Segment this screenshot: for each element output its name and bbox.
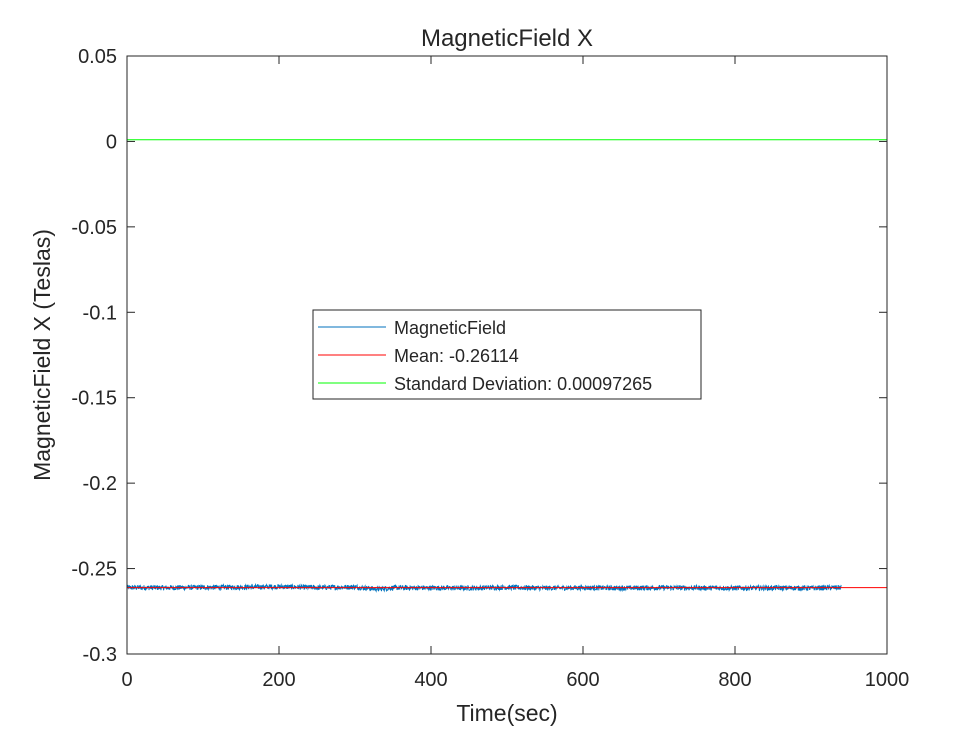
y-tick-label: 0 [106, 131, 117, 153]
legend-label: Standard Deviation: 0.00097265 [394, 374, 652, 394]
y-tick-label: -0.15 [71, 388, 117, 410]
x-tick-label: 800 [718, 669, 751, 691]
legend: MagneticField Mean: -0.26114 Standard Devi… [312, 309, 702, 400]
legend-label: MagneticField [394, 318, 506, 338]
plot-lines [126, 139, 887, 593]
chart-title: MagneticField X [421, 25, 593, 52]
legend-label: Mean: -0.26114 [394, 346, 519, 366]
y-tick-label: -0.1 [83, 302, 117, 324]
x-tick-label: 0 [121, 669, 132, 691]
x-axis-label: Time(sec) [456, 700, 557, 726]
y-axis-label: MagneticField X (Teslas) [29, 229, 55, 481]
x-tick-label: 600 [566, 669, 599, 691]
x-tick-label: 1000 [865, 669, 910, 691]
y-tick-label: -0.05 [71, 217, 117, 239]
y-tick-label: 0.05 [78, 46, 117, 68]
y-tick-label: -0.2 [83, 473, 117, 495]
x-tick-label: 400 [414, 669, 447, 691]
y-tick-label: -0.25 [71, 559, 117, 581]
axis-ticks: 0 200 400 600 800 1000 0.05 0 -0.05 -0.1 -0.15 -0.2… [71, 46, 909, 691]
x-tick-label: 200 [262, 669, 295, 691]
plot-area-frame [126, 55, 888, 655]
y-tick-label: -0.3 [83, 644, 117, 666]
